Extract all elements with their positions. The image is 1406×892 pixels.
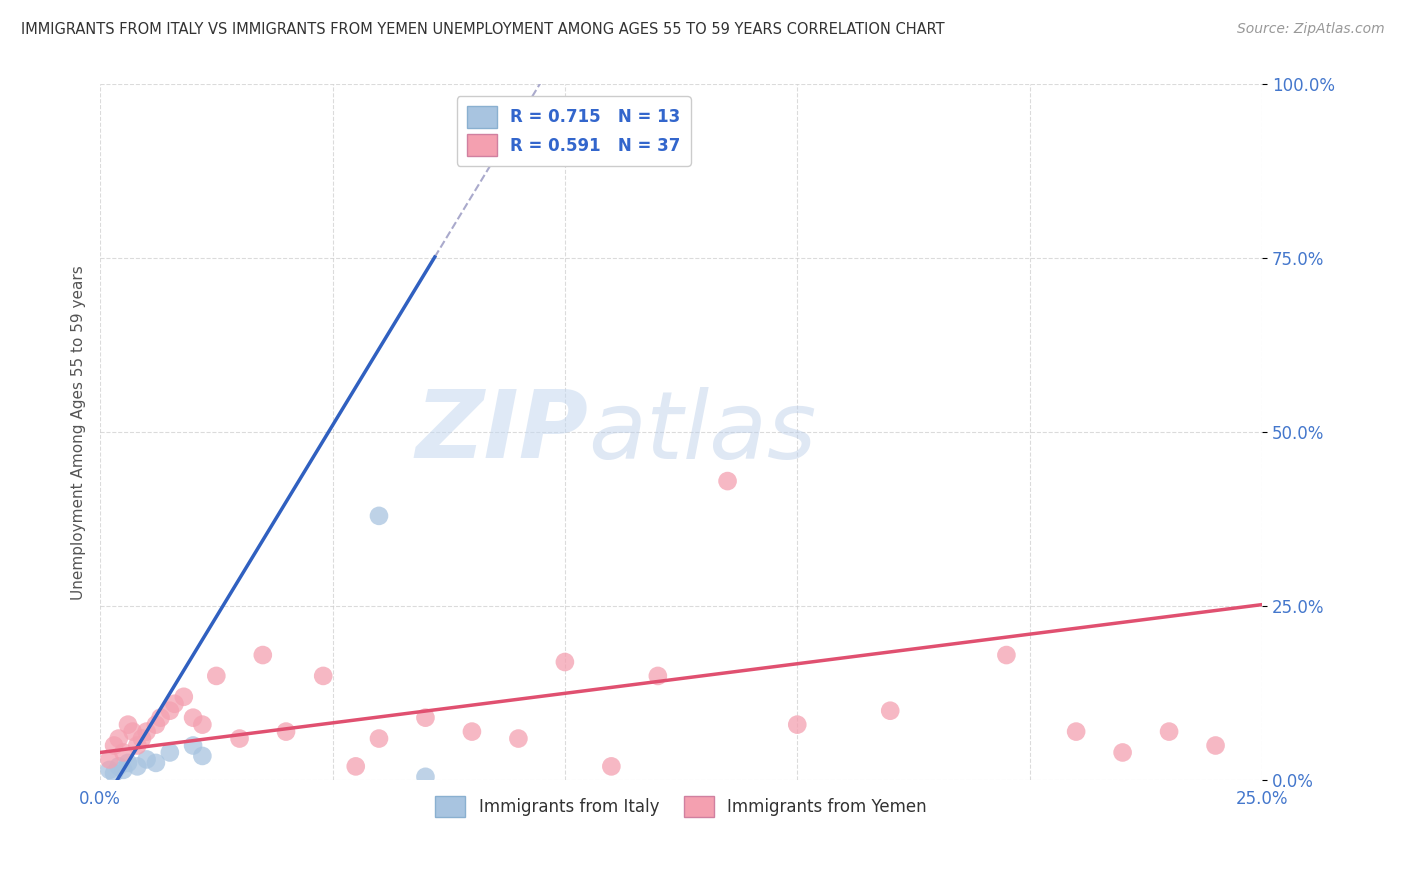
- Point: [1205, 739, 1227, 753]
- Y-axis label: Unemployment Among Ages 55 to 59 years: Unemployment Among Ages 55 to 59 years: [72, 265, 86, 599]
- Point: [554, 655, 576, 669]
- Point: [181, 739, 204, 753]
- Point: [368, 508, 391, 523]
- Point: [98, 752, 121, 766]
- Text: ZIP: ZIP: [415, 386, 588, 478]
- Text: atlas: atlas: [588, 387, 817, 478]
- Point: [131, 731, 153, 746]
- Point: [181, 711, 204, 725]
- Point: [163, 697, 186, 711]
- Point: [252, 648, 274, 662]
- Point: [368, 731, 391, 746]
- Point: [415, 711, 437, 725]
- Point: [127, 759, 149, 773]
- Point: [1064, 724, 1087, 739]
- Point: [461, 724, 484, 739]
- Point: [159, 746, 181, 760]
- Point: [600, 759, 623, 773]
- Point: [112, 746, 135, 760]
- Point: [191, 748, 214, 763]
- Point: [508, 731, 530, 746]
- Point: [344, 759, 367, 773]
- Point: [228, 731, 250, 746]
- Point: [145, 717, 167, 731]
- Point: [135, 724, 157, 739]
- Point: [995, 648, 1018, 662]
- Point: [112, 763, 135, 777]
- Point: [103, 766, 125, 780]
- Point: [1157, 724, 1180, 739]
- Point: [107, 759, 129, 773]
- Point: [786, 717, 808, 731]
- Point: [415, 770, 437, 784]
- Point: [117, 717, 139, 731]
- Point: [117, 756, 139, 770]
- Point: [159, 704, 181, 718]
- Point: [121, 724, 143, 739]
- Point: [1111, 746, 1133, 760]
- Point: [274, 724, 297, 739]
- Point: [173, 690, 195, 704]
- Text: Source: ZipAtlas.com: Source: ZipAtlas.com: [1237, 22, 1385, 37]
- Point: [716, 474, 738, 488]
- Point: [145, 756, 167, 770]
- Point: [312, 669, 335, 683]
- Point: [508, 98, 530, 112]
- Point: [135, 752, 157, 766]
- Text: IMMIGRANTS FROM ITALY VS IMMIGRANTS FROM YEMEN UNEMPLOYMENT AMONG AGES 55 TO 59 : IMMIGRANTS FROM ITALY VS IMMIGRANTS FROM…: [21, 22, 945, 37]
- Point: [127, 739, 149, 753]
- Legend: Immigrants from Italy, Immigrants from Yemen: Immigrants from Italy, Immigrants from Y…: [429, 789, 934, 824]
- Point: [103, 739, 125, 753]
- Point: [149, 711, 172, 725]
- Point: [647, 669, 669, 683]
- Point: [879, 704, 901, 718]
- Point: [205, 669, 228, 683]
- Point: [191, 717, 214, 731]
- Point: [107, 731, 129, 746]
- Point: [98, 763, 121, 777]
